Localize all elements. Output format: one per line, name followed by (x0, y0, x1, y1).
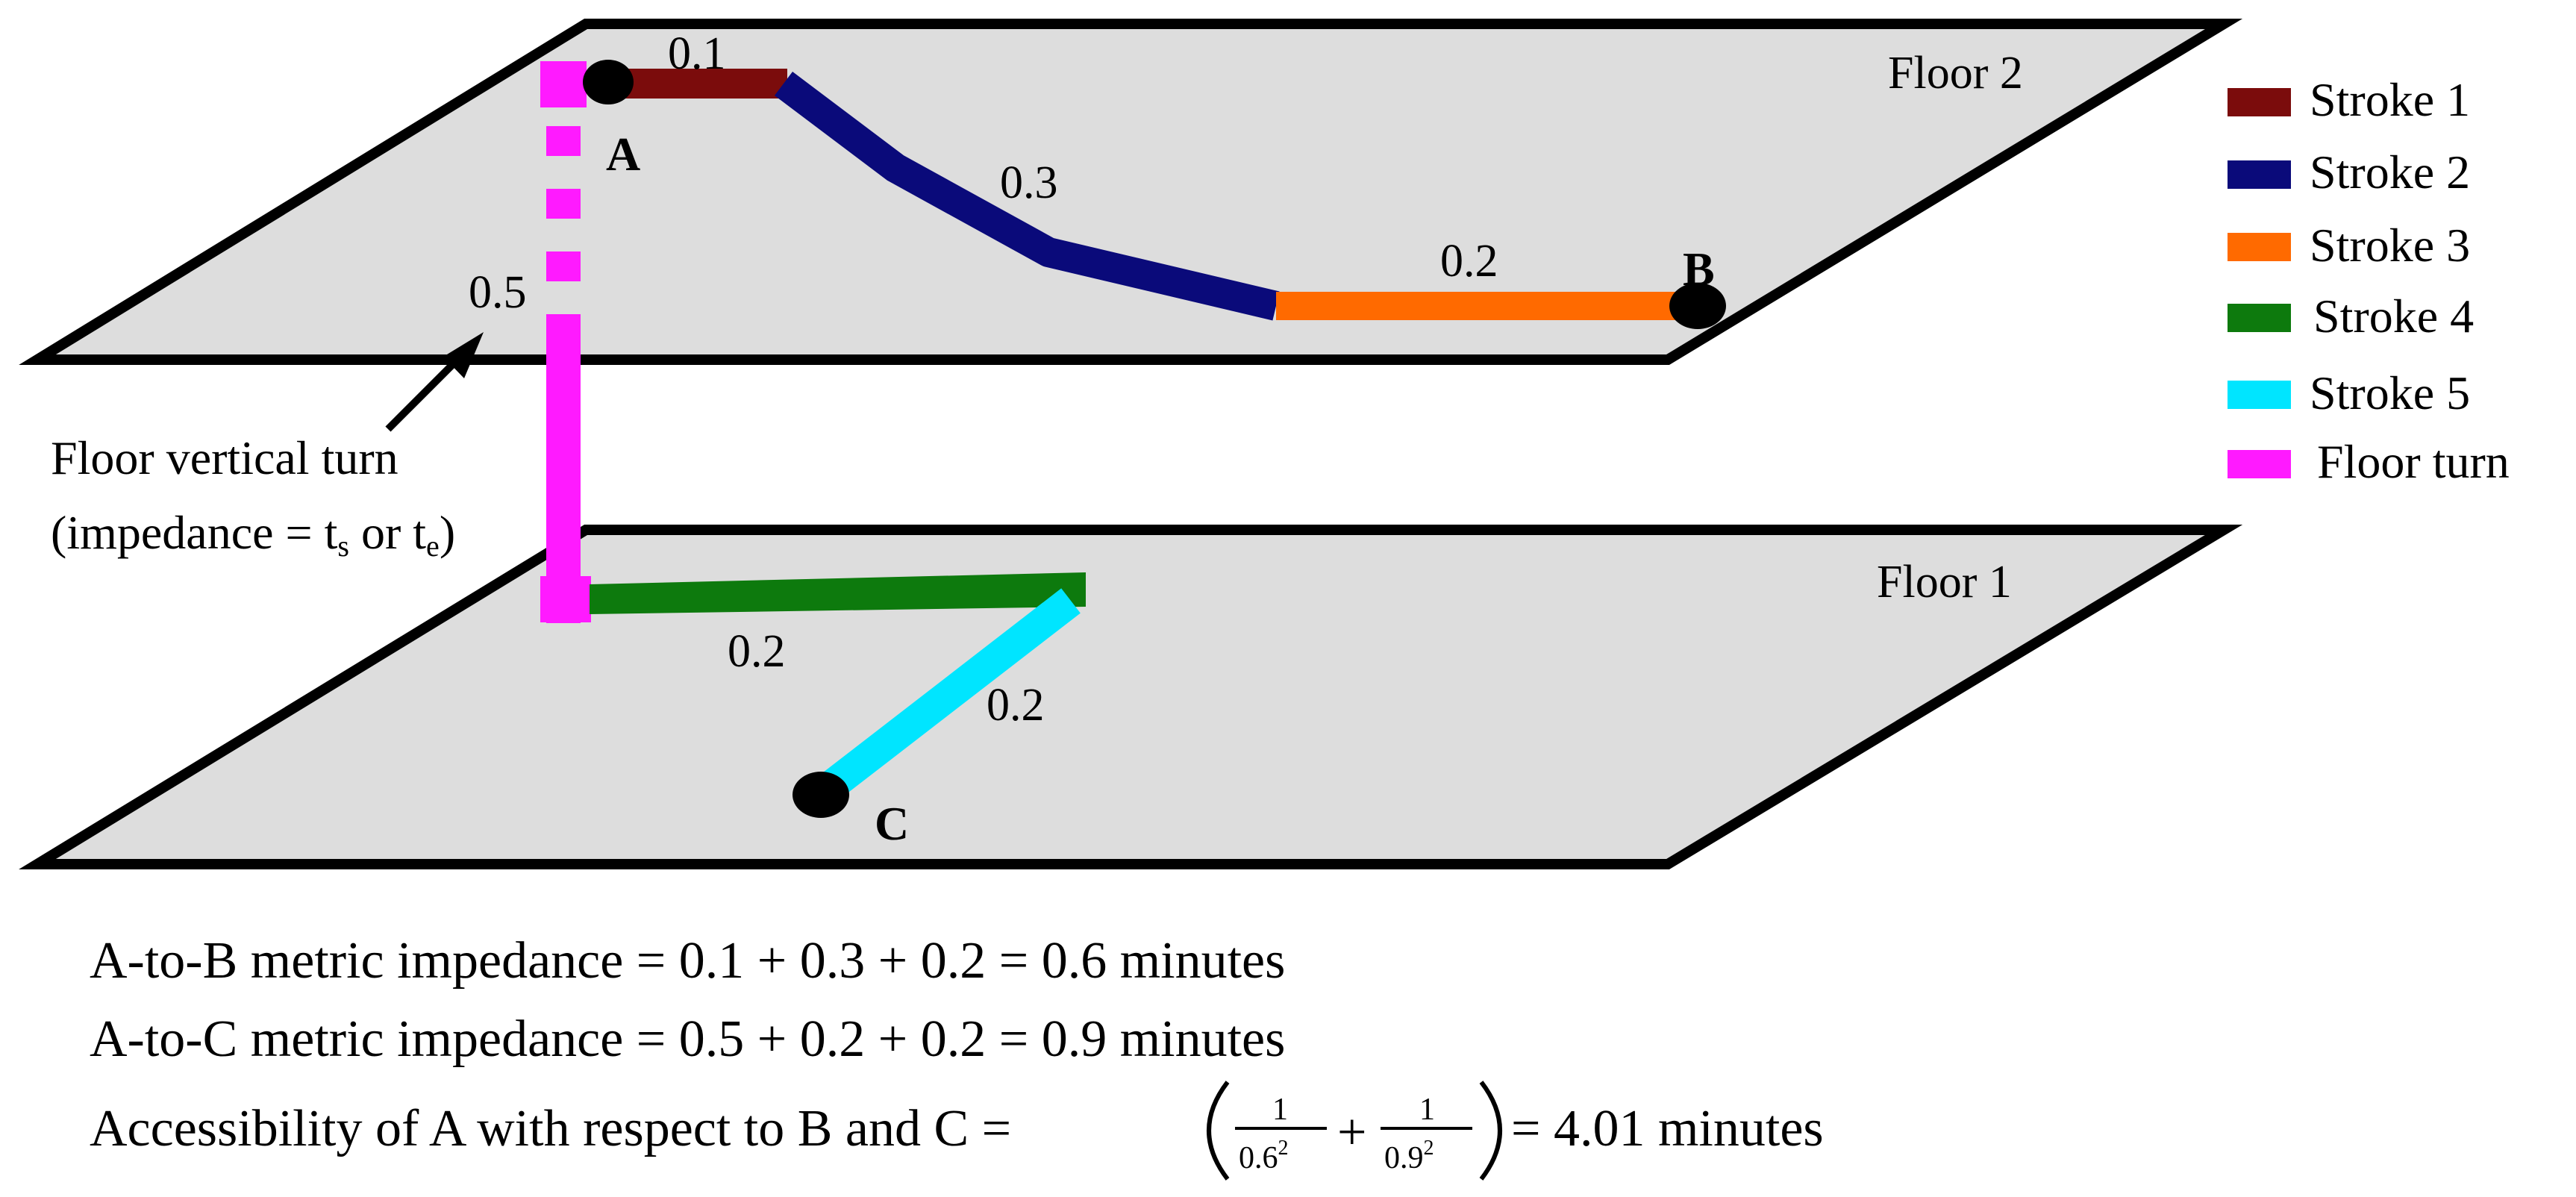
stroke-4-value-label: 0.2 (728, 626, 786, 677)
floor-turn-bottom-cap (540, 576, 591, 622)
stroke-5-segment (815, 588, 1081, 804)
annotation-sub-e: e (426, 529, 440, 563)
stroke-5-value-label: 0.2 (987, 680, 1045, 731)
point-c-label: C (875, 797, 909, 850)
annotation-arrow (385, 332, 484, 432)
legend-label-stroke-5: Stroke 5 (2310, 366, 2470, 419)
right-paren (1479, 1081, 1502, 1181)
point-b-label: B (1683, 243, 1715, 296)
legend-label-stroke-2: Stroke 2 (2310, 146, 2470, 199)
stroke-1-value-label: 0.1 (668, 28, 726, 79)
stroke-4-segment (590, 572, 1086, 614)
legend-swatch-stroke-1 (2228, 88, 2291, 116)
point-a-marker (583, 60, 634, 104)
floor-1-label: Floor 1 (1877, 557, 2012, 607)
floor-turn-path (540, 61, 591, 623)
annotation-sub-s: s (337, 529, 349, 563)
frac1-den-base: 0.6 (1239, 1141, 1278, 1175)
point-b-marker (1669, 283, 1726, 329)
plus-sign: + (1337, 1104, 1366, 1161)
annotation-line-2: (impedance = ts or te) (51, 506, 455, 563)
legend-label-floor-turn: Floor turn (2317, 435, 2510, 488)
legend-swatch-stroke-4 (2228, 304, 2291, 332)
equation-a-to-c: A-to-C metric impedance = 0.5 + 0.2 + 0.… (90, 1010, 1285, 1068)
frac1-den-exp: 2 (1278, 1137, 1289, 1160)
annotation-close: ) (440, 506, 455, 559)
floor-turn-value-label: 0.5 (469, 267, 527, 318)
legend-swatch-stroke-2 (2228, 160, 2291, 189)
frac2-numerator: 1 (1419, 1093, 1435, 1127)
legend: Stroke 1 Stroke 2 Stroke 3 Stroke 4 Stro… (2228, 73, 2510, 488)
annotation-prefix: (impedance = t (51, 506, 338, 559)
frac2-den-exp: 2 (1424, 1137, 1434, 1160)
stroke-3-value-label: 0.2 (1440, 236, 1498, 287)
floor-turn-top-cap (540, 61, 587, 107)
frac1-denominator: 0.62 (1239, 1137, 1289, 1175)
equation-a-to-b: A-to-B metric impedance = 0.1 + 0.3 + 0.… (90, 932, 1285, 990)
legend-swatch-stroke-3 (2228, 233, 2291, 261)
annotation-line-1: Floor vertical turn (51, 431, 398, 484)
point-a-label: A (606, 128, 640, 181)
stroke-2-segment (774, 72, 1280, 321)
legend-swatch-stroke-5 (2228, 381, 2291, 409)
legend-label-stroke-1: Stroke 1 (2310, 73, 2470, 126)
accessibility-result: = 4.01 minutes (1511, 1100, 1824, 1157)
floor-2-plane (19, 19, 2243, 365)
legend-label-stroke-4: Stroke 4 (2313, 290, 2474, 343)
frac2-den-base: 0.9 (1384, 1141, 1424, 1175)
left-paren (1207, 1081, 1230, 1181)
legend-label-stroke-3: Stroke 3 (2310, 219, 2470, 272)
frac1-numerator: 1 (1272, 1093, 1288, 1127)
stroke-2-value-label: 0.3 (1000, 157, 1058, 208)
frac2-denominator: 0.92 (1384, 1137, 1434, 1175)
equation-accessibility: Accessibility of A with respect to B and… (90, 1081, 1824, 1181)
annotation-or: or t (349, 506, 426, 559)
floor-2-label: Floor 2 (1888, 48, 2023, 99)
legend-swatch-floor-turn (2228, 450, 2291, 478)
point-c-marker (793, 772, 849, 818)
accessibility-prefix: Accessibility of A with respect to B and… (90, 1100, 1011, 1157)
